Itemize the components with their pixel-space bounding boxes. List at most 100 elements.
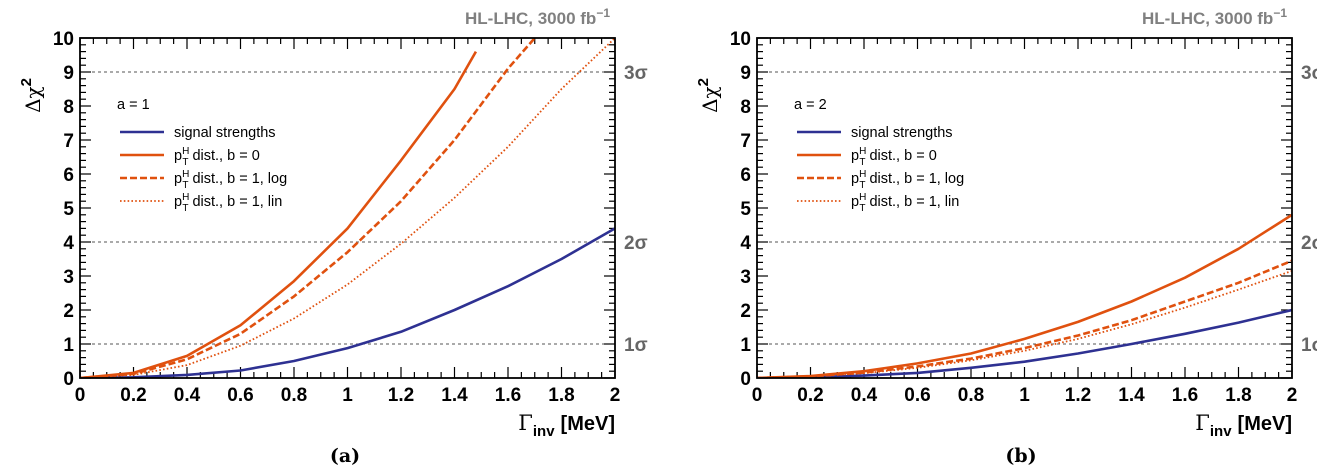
series-0-curve [757, 308, 1292, 378]
x-axis-title-subscript: inv [1210, 423, 1232, 440]
legend-label-0: signal strengths [851, 125, 953, 141]
y-tick-label: 8 [63, 97, 74, 118]
x-tick-label: 0.8 [281, 385, 307, 406]
legend-text-tail: dist., b = 1, log [865, 171, 964, 187]
legend-subscript: T [859, 157, 865, 168]
x-axis-title: Γinv [MeV] [1195, 411, 1292, 440]
legend-label-0: signal strengths [174, 125, 276, 141]
x-axis-title: Γinv [MeV] [518, 411, 615, 440]
sigma-label-1: 1σ [624, 335, 648, 356]
sigma-label-4: 2σ [624, 233, 648, 254]
panel-a: 0 0.2 0.4 0.6 0.8 1 1.2 1.4 1.6 1.8 2 0 1 2 3 4 5 6 7 8 9 10 H… [18, 6, 648, 467]
x-tick-label: 1.4 [441, 385, 468, 406]
x-tick-label: 1.8 [1225, 385, 1251, 406]
y-tick-label: 7 [740, 131, 751, 152]
legend-subscript: T [182, 203, 188, 214]
x-tick-label: 0.4 [174, 385, 201, 406]
legend-text-tail: dist., b = 1, lin [865, 194, 959, 210]
x-tick-label: 0.6 [227, 385, 253, 406]
banner-main: HL-LHC, 3000 fb [465, 9, 596, 28]
x-axis-title-symbol: Γ [1195, 411, 1210, 435]
plot-frame [756, 37, 1293, 379]
banner-superscript: −1 [596, 6, 610, 20]
series-3-curve [80, 38, 615, 378]
y-tick-label: 1 [63, 335, 74, 356]
x-tick-label: 2 [610, 385, 621, 406]
legend-superscript: H [182, 169, 189, 180]
series-1-curve [80, 50, 478, 378]
y-axis-title-main: Δχ [21, 86, 45, 113]
legend-prefix: p [851, 171, 859, 187]
legend-superscript: H [859, 146, 866, 157]
legend-label-1: pH T dist., b = 0 [174, 146, 260, 168]
y-tick-label: 8 [740, 97, 751, 118]
legend-label-3: pH T dist., b = 1, lin [851, 192, 959, 214]
panel-b: 0 0.2 0.4 0.6 0.8 1 1.2 1.4 1.6 1.8 2 0 1 2 3 4 5 6 7 8 9 10 H… [695, 6, 1317, 467]
legend-text-tail: dist., b = 0 [865, 148, 936, 164]
legend-label-2: pH T dist., b = 1, log [174, 169, 287, 191]
legend-label-3: pH T dist., b = 1, lin [174, 192, 282, 214]
y-tick-label: 6 [740, 165, 751, 186]
legend-superscript: H [859, 169, 866, 180]
y-axis-title-superscript: 2 [695, 78, 712, 86]
legend-text-main: signal strengths [851, 125, 953, 141]
legend-label-1: pH T dist., b = 0 [851, 146, 937, 168]
y-tick-label: 10 [730, 29, 751, 50]
series-2-curve [80, 38, 536, 378]
legend-text-main: signal strengths [174, 125, 276, 141]
series-2-curve [757, 259, 1292, 378]
x-axis-title-unit: [MeV] [1238, 413, 1292, 435]
banner-text: HL-LHC, 3000 fb−1 [465, 6, 610, 28]
banner-main: HL-LHC, 3000 fb [1142, 9, 1273, 28]
sigma-label-9: 3σ [1301, 63, 1317, 84]
x-tick-label: 1.8 [548, 385, 574, 406]
legend-subscript: T [859, 180, 865, 191]
x-tick-label: 0.8 [958, 385, 984, 406]
y-tick-label: 6 [63, 165, 74, 186]
y-tick-label: 5 [740, 199, 751, 220]
x-tick-label: 0.4 [851, 385, 878, 406]
x-tick-label: 0.2 [120, 385, 146, 406]
legend-header: a = 1 [117, 97, 150, 113]
legend-prefix: p [174, 171, 182, 187]
x-tick-label: 1.6 [495, 385, 521, 406]
y-tick-label: 7 [63, 131, 74, 152]
legend-superscript: H [182, 192, 189, 203]
legend-prefix: p [851, 148, 859, 164]
y-tick-label: 4 [63, 233, 74, 254]
x-tick-label: 0 [752, 385, 763, 406]
y-tick-label: 3 [63, 267, 74, 288]
x-tick-label: 1 [342, 385, 353, 406]
panel-label: (a) [330, 445, 360, 467]
sigma-label-1: 1σ [1301, 335, 1317, 356]
x-tick-label: 2 [1287, 385, 1298, 406]
x-tick-label: 1.2 [1065, 385, 1091, 406]
sigma-label-4: 2σ [1301, 233, 1317, 254]
y-tick-label: 1 [740, 335, 751, 356]
banner-superscript: −1 [1273, 6, 1287, 20]
y-tick-label: 0 [63, 369, 74, 390]
legend-subscript: T [182, 180, 188, 191]
x-tick-label: 1.4 [1118, 385, 1145, 406]
y-tick-label: 9 [740, 63, 751, 84]
y-tick-label: 9 [63, 63, 74, 84]
legend-prefix: p [174, 148, 182, 164]
panel-label: (b) [1005, 445, 1036, 467]
legend-text-tail: dist., b = 1, log [188, 171, 287, 187]
series-0-curve [80, 227, 615, 378]
legend-text-tail: dist., b = 0 [188, 148, 259, 164]
x-tick-label: 0.2 [797, 385, 823, 406]
y-axis-title: Δχ2 [18, 78, 45, 113]
y-axis-title-main: Δχ [698, 86, 722, 113]
x-axis-title-subscript: inv [533, 423, 555, 440]
y-axis-title-superscript: 2 [18, 78, 35, 86]
legend-text-tail: dist., b = 1, lin [188, 194, 282, 210]
y-tick-label: 3 [740, 267, 751, 288]
banner-text: HL-LHC, 3000 fb−1 [1142, 6, 1287, 28]
legend-superscript: H [859, 192, 866, 203]
y-tick-label: 4 [740, 233, 751, 254]
y-tick-label: 5 [63, 199, 74, 220]
x-tick-label: 1 [1019, 385, 1030, 406]
legend-superscript: H [182, 146, 189, 157]
y-tick-label: 2 [740, 301, 751, 322]
